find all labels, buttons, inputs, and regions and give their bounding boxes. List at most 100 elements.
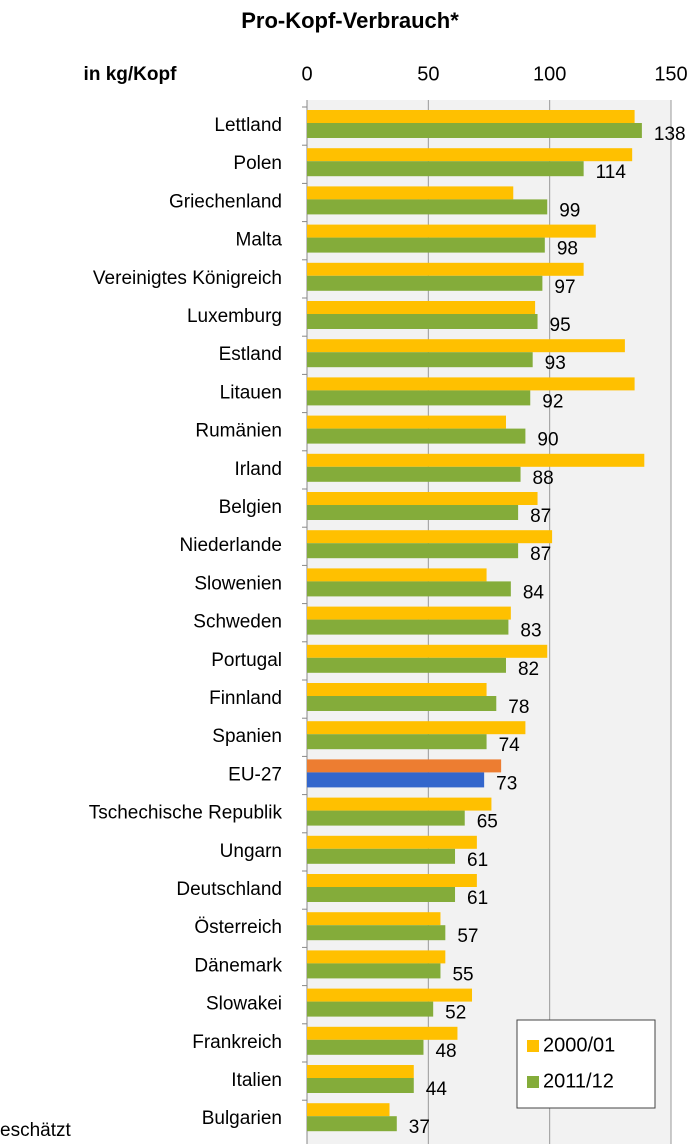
y-tick-label: Niederlande — [180, 535, 282, 556]
value-label: 98 — [557, 239, 578, 260]
bar — [307, 963, 441, 979]
value-label: 93 — [545, 353, 566, 374]
bar — [307, 848, 456, 864]
y-tick-label: Irland — [234, 459, 282, 480]
bar — [307, 835, 477, 849]
y-tick-label: Vereinigtes Königreich — [93, 268, 282, 289]
bar — [307, 1078, 414, 1093]
legend-box — [516, 1019, 656, 1109]
bar — [307, 123, 642, 138]
bar — [307, 428, 526, 444]
value-label: 97 — [554, 277, 575, 298]
bar — [307, 581, 511, 597]
bar — [307, 314, 538, 329]
y-tick-label: Malta — [236, 230, 283, 251]
value-label: 55 — [452, 964, 473, 985]
value-label: 82 — [518, 659, 539, 680]
bar — [307, 606, 511, 620]
value-label: 114 — [596, 162, 627, 183]
bar — [307, 275, 543, 291]
y-tick-label: Tschechische Republik — [89, 803, 283, 824]
bar — [307, 734, 487, 750]
x-tick-label: 100 — [533, 63, 566, 85]
value-label: 138 — [654, 124, 686, 145]
value-label: 87 — [530, 506, 551, 527]
value-label: 57 — [457, 926, 478, 947]
bar — [307, 988, 473, 1002]
bar — [307, 797, 492, 811]
value-label: 61 — [467, 888, 488, 909]
x-tick-label: 50 — [417, 63, 439, 85]
value-label: 78 — [508, 697, 529, 718]
annotation: eschätzt — [0, 1120, 71, 1141]
y-tick-label: Spanien — [212, 726, 282, 747]
x-tick-label: 150 — [654, 63, 687, 85]
y-tick-label: Estland — [219, 344, 282, 365]
value-label: 73 — [496, 773, 517, 794]
y-tick-label: Österreich — [194, 917, 282, 938]
value-label: 48 — [435, 1041, 456, 1062]
bar — [307, 415, 506, 429]
y-tick-label: Luxemburg — [187, 306, 282, 327]
value-label: 95 — [550, 315, 571, 336]
bar — [307, 543, 519, 559]
y-tick-label: Schweden — [193, 612, 282, 633]
value-label: 88 — [533, 468, 554, 489]
bar — [307, 224, 596, 238]
bar — [307, 1039, 424, 1055]
y-tick-label: Finnland — [209, 688, 282, 709]
y-tick-label: Deutschland — [176, 879, 282, 900]
bar — [307, 772, 485, 788]
bar — [307, 619, 509, 635]
bar — [307, 186, 514, 200]
bar — [307, 199, 548, 215]
legend-swatch — [527, 1076, 539, 1088]
value-label: 92 — [542, 391, 563, 412]
y-tick-label: Rumänien — [195, 421, 282, 442]
bar — [307, 301, 536, 314]
bar — [307, 453, 645, 467]
y-tick-label: Portugal — [211, 650, 282, 671]
bar — [307, 339, 625, 353]
x-tick-label: 0 — [301, 63, 312, 85]
bar — [307, 505, 519, 520]
bar — [307, 148, 633, 162]
value-label: 37 — [409, 1117, 430, 1138]
y-tick-label: Polen — [233, 153, 282, 174]
bar — [307, 530, 553, 544]
value-label: 44 — [426, 1079, 448, 1100]
bar — [307, 759, 502, 773]
bar — [307, 1001, 434, 1017]
bar — [307, 110, 635, 123]
bar — [307, 912, 441, 926]
value-label: 61 — [467, 850, 488, 871]
bar — [307, 161, 584, 177]
bar — [307, 887, 456, 902]
bar — [307, 925, 446, 941]
y-tick-label: Litauen — [220, 382, 282, 403]
y-tick-label: Lettland — [214, 115, 282, 136]
value-label: 90 — [537, 430, 558, 451]
legend-label: 2011/12 — [543, 1070, 614, 1092]
y-tick-label: Bulgarien — [202, 1108, 282, 1129]
value-label: 87 — [530, 544, 551, 565]
y-tick-label: Slowenien — [194, 573, 282, 594]
bar — [307, 1026, 458, 1040]
bar — [307, 262, 584, 276]
bar — [307, 1065, 414, 1078]
y-tick-label: Griechenland — [169, 191, 282, 212]
bar — [307, 492, 538, 505]
bar — [307, 1116, 397, 1132]
bar — [307, 644, 548, 658]
bar — [307, 377, 635, 391]
legend-label: 2000/01 — [543, 1034, 615, 1056]
chart-title: Pro-Kopf-Verbrauch* — [241, 8, 459, 33]
bar — [307, 466, 521, 482]
bar — [307, 950, 446, 964]
legend-swatch — [527, 1040, 539, 1052]
bar — [307, 657, 506, 673]
bar — [307, 352, 533, 368]
y-tick-label: Frankreich — [192, 1032, 282, 1053]
y-tick-label: Ungarn — [220, 841, 282, 862]
axis-label: in kg/Kopf — [84, 64, 178, 85]
